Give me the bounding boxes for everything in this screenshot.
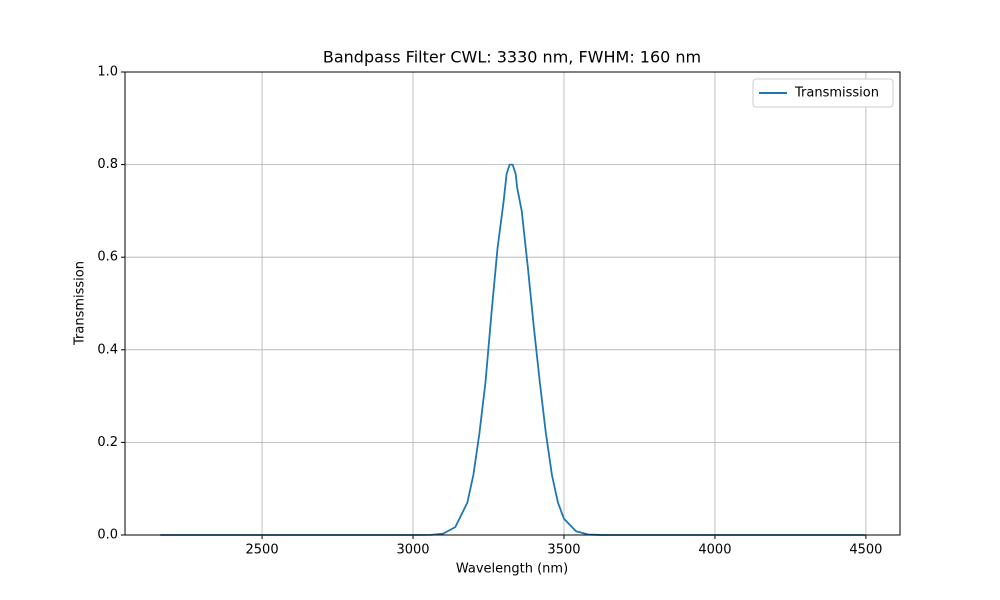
data-line xyxy=(160,163,865,536)
x-axis-label: Wavelength (nm) xyxy=(456,562,568,577)
x-tick-label: 4000 xyxy=(698,543,731,558)
x-tick-label: 3500 xyxy=(547,543,580,558)
y-tick-label: 0.2 xyxy=(97,435,118,450)
y-tick-label: 0.8 xyxy=(97,157,118,172)
y-tick-label: 1.0 xyxy=(97,65,118,80)
x-tick-label: 3000 xyxy=(396,543,429,558)
x-tick-label: 2500 xyxy=(246,543,279,558)
legend-label: Transmission xyxy=(794,86,879,101)
chart-title: Bandpass Filter CWL: 3330 nm, FWHM: 160 … xyxy=(323,48,701,67)
plot-frame xyxy=(124,71,901,536)
y-tick-label: 0.4 xyxy=(97,342,118,357)
y-tick-label: 0.0 xyxy=(97,528,118,543)
legend-box xyxy=(752,78,894,108)
y-tick-label: 0.6 xyxy=(97,250,118,265)
y-axis-label: Transmission xyxy=(73,261,88,346)
legend: Transmission xyxy=(752,78,894,108)
x-tick-label: 4500 xyxy=(849,543,882,558)
